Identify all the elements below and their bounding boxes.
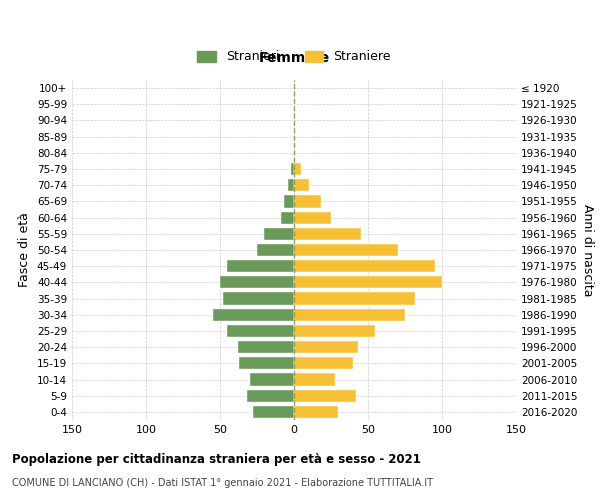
- Bar: [265, 228, 294, 240]
- Bar: [294, 325, 376, 337]
- Bar: [294, 196, 320, 207]
- Bar: [239, 358, 294, 370]
- Bar: [227, 325, 294, 337]
- Text: Femmine: Femmine: [259, 50, 329, 64]
- Bar: [294, 228, 361, 240]
- Bar: [227, 260, 294, 272]
- Bar: [294, 390, 356, 402]
- Bar: [284, 196, 294, 207]
- Y-axis label: Fasce di età: Fasce di età: [19, 212, 31, 288]
- Bar: [294, 260, 434, 272]
- Bar: [294, 212, 331, 224]
- Bar: [294, 308, 405, 321]
- Bar: [250, 374, 294, 386]
- Text: Popolazione per cittadinanza straniera per età e sesso - 2021: Popolazione per cittadinanza straniera p…: [12, 452, 421, 466]
- Bar: [294, 341, 358, 353]
- Bar: [294, 374, 335, 386]
- Bar: [294, 244, 398, 256]
- Bar: [212, 308, 294, 321]
- Bar: [294, 163, 301, 175]
- Bar: [294, 358, 353, 370]
- Bar: [294, 406, 338, 418]
- Bar: [220, 276, 294, 288]
- Bar: [238, 341, 294, 353]
- Y-axis label: Anni di nascita: Anni di nascita: [581, 204, 594, 296]
- Bar: [281, 212, 294, 224]
- Text: COMUNE DI LANCIANO (CH) - Dati ISTAT 1° gennaio 2021 - Elaborazione TUTTITALIA.I: COMUNE DI LANCIANO (CH) - Dati ISTAT 1° …: [12, 478, 433, 488]
- Bar: [294, 179, 309, 192]
- Bar: [253, 406, 294, 418]
- Bar: [257, 244, 294, 256]
- Bar: [288, 179, 294, 192]
- Bar: [291, 163, 294, 175]
- Bar: [294, 276, 442, 288]
- Bar: [294, 292, 415, 304]
- Bar: [223, 292, 294, 304]
- Legend: Stranieri, Straniere: Stranieri, Straniere: [192, 46, 396, 68]
- Bar: [247, 390, 294, 402]
